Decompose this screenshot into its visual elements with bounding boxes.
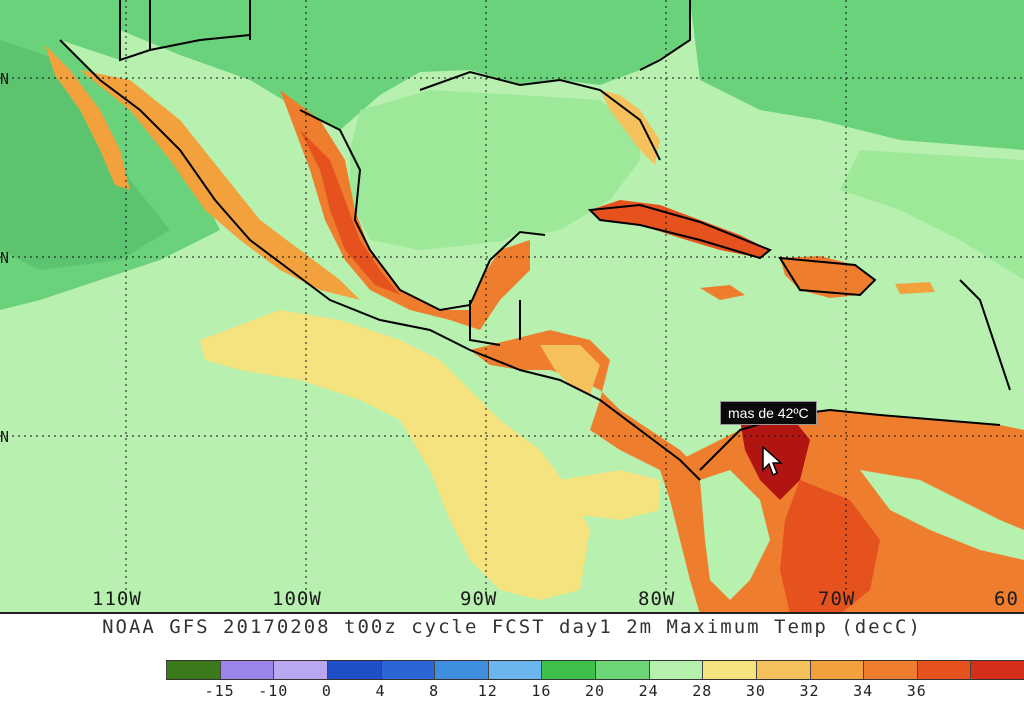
- legend-tick: 34: [853, 682, 874, 700]
- hover-tooltip: mas de 42ºC: [720, 401, 817, 425]
- atlantic-green: [690, 0, 1024, 150]
- legend-tick: -10: [258, 682, 289, 700]
- mexico-land: [60, 40, 545, 350]
- legend-tick: -15: [204, 682, 235, 700]
- lon-label-110w: 110W: [92, 588, 142, 610]
- lon-label-70w: 70W: [818, 588, 856, 610]
- florida: [600, 90, 660, 165]
- venezuela-cool: [860, 470, 1024, 560]
- mouse-pointer-icon: [762, 446, 783, 477]
- legend-tick: 4: [375, 682, 386, 700]
- color-legend: [166, 660, 1024, 680]
- temperature-map[interactable]: [0, 0, 1024, 614]
- pacific-warm-patch: [560, 470, 660, 520]
- legend-swatch: [434, 661, 488, 679]
- legend-tick: 30: [745, 682, 766, 700]
- lon-label-90w: 90W: [460, 588, 498, 610]
- legend-tick: 28: [692, 682, 713, 700]
- honduras-nicaragua: [540, 345, 600, 395]
- jamaica: [700, 285, 745, 300]
- legend-tick: 20: [584, 682, 606, 700]
- baja-heat: [45, 45, 130, 190]
- legend-swatch: [326, 661, 381, 679]
- map-bottom-border: [0, 612, 1024, 614]
- colombia-east-heat: [780, 480, 880, 614]
- usa-land: [120, 0, 690, 130]
- andes-cool: [700, 470, 770, 600]
- forecast-caption: NOAA GFS 20170208 t00z cycle FCST day1 2…: [102, 616, 922, 638]
- atlantic-mid: [840, 150, 1024, 280]
- legend-tick: 8: [429, 682, 440, 700]
- graticule: [0, 0, 1024, 590]
- lon-label-60w: 60: [994, 588, 1019, 610]
- coastlines: [59, 0, 1011, 481]
- lon-label-80w: 80W: [638, 588, 676, 610]
- legend-tick: 36: [906, 682, 927, 700]
- legend-swatch: [863, 661, 917, 679]
- legend-tick-labels: -15 -10 0 4 8 12 16 20 24 28 30 32 34 36: [166, 682, 1024, 704]
- legend-swatch: [273, 661, 327, 679]
- legend-swatch: [219, 661, 274, 679]
- gulf-of-mexico: [350, 90, 640, 250]
- lat-label-20n: N: [0, 249, 10, 267]
- legend-swatch: [595, 661, 649, 679]
- mexico-west-heat: [80, 70, 360, 300]
- legend-tick: 24: [638, 682, 659, 700]
- lon-label-100w: 100W: [272, 588, 322, 610]
- legend-tick: 12: [477, 682, 498, 700]
- legend-swatch: [970, 661, 1024, 679]
- cuba: [590, 200, 770, 258]
- puerto-rico: [895, 282, 935, 294]
- legend-swatch: [541, 661, 595, 679]
- legend-swatch: [487, 661, 542, 679]
- legend-swatch: [916, 661, 971, 679]
- legend-tick: 32: [799, 682, 820, 700]
- pacific-warm-plume: [200, 310, 590, 600]
- legend-tick: 16: [531, 682, 552, 700]
- legend-swatch: [166, 661, 220, 679]
- legend-swatch: [380, 661, 435, 679]
- legend-tick: 0: [321, 682, 332, 700]
- legend-swatch: [702, 661, 756, 679]
- pacific-dark-green: [0, 40, 170, 270]
- legend-swatch: [755, 661, 810, 679]
- central-america: [470, 330, 700, 480]
- mexico-hot-core: [300, 130, 400, 295]
- hispaniola: [780, 256, 875, 298]
- lat-label-10n: N: [0, 428, 10, 446]
- legend-swatch: [648, 661, 703, 679]
- lat-label-30n: N: [0, 70, 10, 88]
- legend-swatch: [809, 661, 864, 679]
